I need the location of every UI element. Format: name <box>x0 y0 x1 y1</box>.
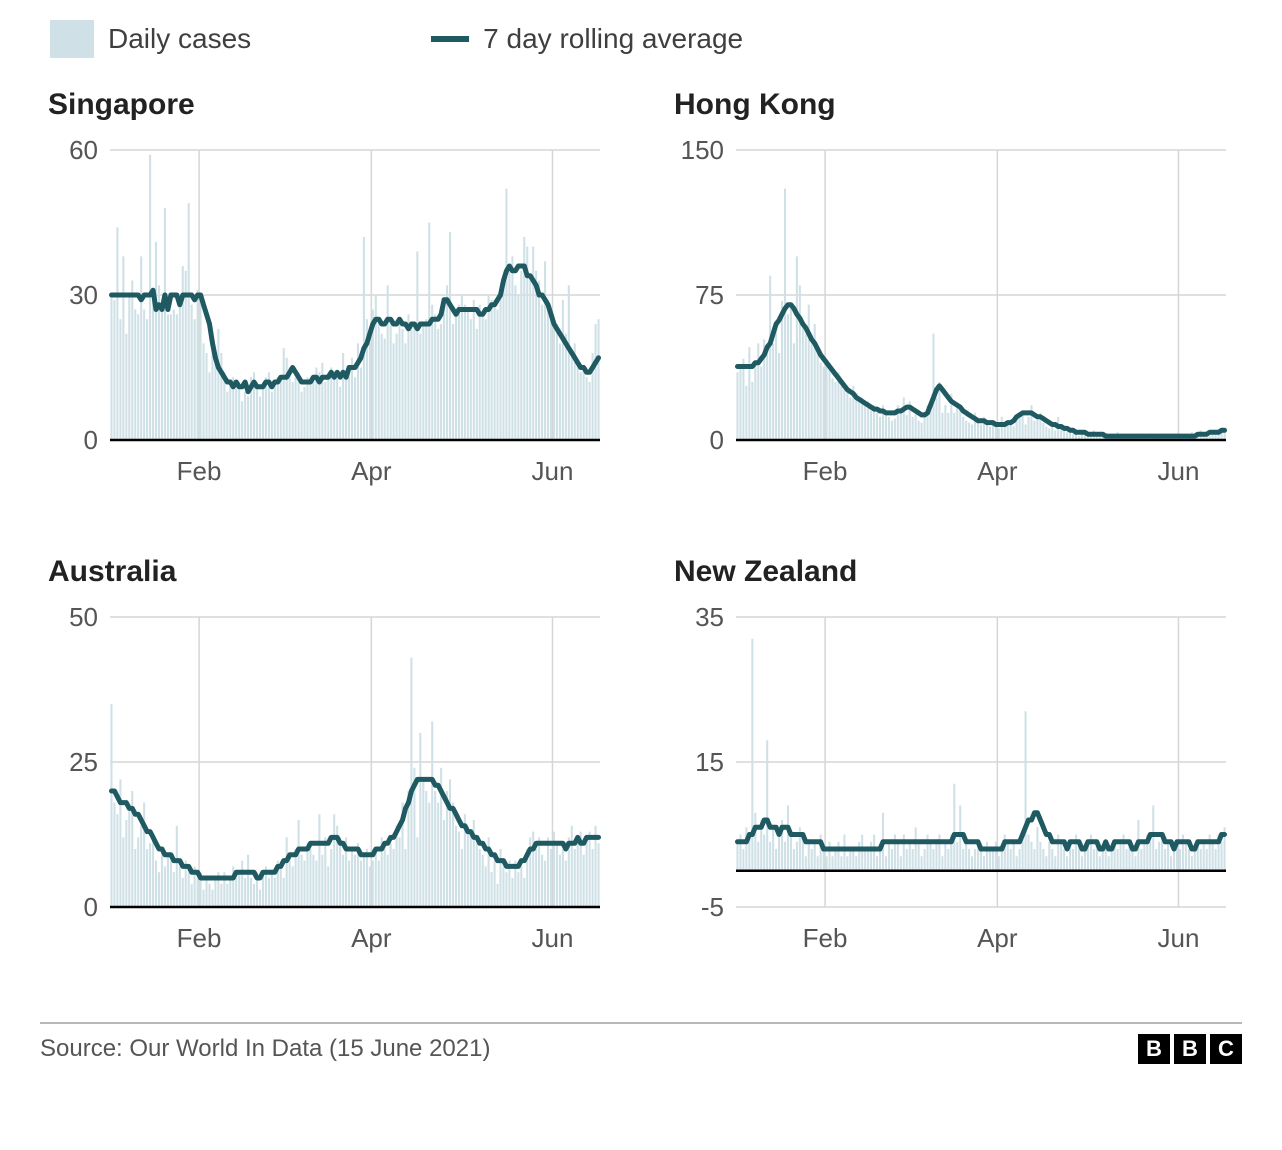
panel-title: Singapore <box>40 88 616 122</box>
svg-text:Feb: Feb <box>803 923 848 953</box>
svg-text:Feb: Feb <box>177 456 222 486</box>
chart-panel: Singapore 0 30 60 Feb Apr Jun <box>40 88 616 515</box>
svg-text:Apr: Apr <box>351 456 392 486</box>
chart-panel: New Zealand -5 15 35 Feb Apr Jun <box>666 555 1242 982</box>
svg-text:0: 0 <box>84 892 98 922</box>
bbc-logo-icon: B B C <box>1138 1034 1242 1064</box>
panel-title: Australia <box>40 555 616 589</box>
svg-text:25: 25 <box>69 747 98 777</box>
logo-letter: B <box>1174 1034 1206 1064</box>
panel-title: Hong Kong <box>666 88 1242 122</box>
footer: Source: Our World In Data (15 June 2021)… <box>40 1022 1242 1082</box>
panel-title: New Zealand <box>666 555 1242 589</box>
legend-item-line: 7 day rolling average <box>431 20 743 58</box>
logo-letter: C <box>1210 1034 1242 1064</box>
legend-label: Daily cases <box>108 23 251 55</box>
svg-text:75: 75 <box>695 280 724 310</box>
daily-cases-swatch-icon <box>50 20 94 58</box>
logo-letter: B <box>1138 1034 1170 1064</box>
charts-grid: Singapore03060FebAprJunHong Kong075150Fe… <box>40 88 1242 982</box>
legend-label: 7 day rolling average <box>483 23 743 55</box>
svg-text:Jun: Jun <box>1158 456 1200 486</box>
chart-panel: Australia 0 25 50 Feb Apr Jun <box>40 555 616 982</box>
source-text: Source: Our World In Data (15 June 2021) <box>40 1035 490 1063</box>
rolling-average-swatch-icon <box>431 36 469 42</box>
svg-text:Apr: Apr <box>977 923 1018 953</box>
chart-svg: 0 75 150 Feb Apr Jun <box>666 130 1236 510</box>
chart-container: Daily cases 7 day rolling average Singap… <box>0 0 1282 1082</box>
svg-text:-5: -5 <box>701 892 724 922</box>
svg-text:60: 60 <box>69 135 98 165</box>
svg-text:0: 0 <box>84 425 98 455</box>
svg-text:0: 0 <box>710 425 724 455</box>
svg-text:35: 35 <box>695 602 724 632</box>
svg-text:Apr: Apr <box>977 456 1018 486</box>
svg-text:15: 15 <box>695 747 724 777</box>
chart-svg: -5 15 35 Feb Apr Jun <box>666 597 1236 977</box>
chart-svg: 0 30 60 Feb Apr Jun <box>40 130 610 510</box>
svg-text:Jun: Jun <box>532 456 574 486</box>
svg-text:Jun: Jun <box>532 923 574 953</box>
legend: Daily cases 7 day rolling average <box>40 20 1242 58</box>
svg-text:30: 30 <box>69 280 98 310</box>
chart-panel: Hong Kong 0 75 150 Feb Apr Jun <box>666 88 1242 515</box>
svg-text:Jun: Jun <box>1158 923 1200 953</box>
svg-text:50: 50 <box>69 602 98 632</box>
svg-text:Feb: Feb <box>177 923 222 953</box>
legend-item-bars: Daily cases <box>50 20 251 58</box>
svg-text:Apr: Apr <box>351 923 392 953</box>
chart-svg: 0 25 50 Feb Apr Jun <box>40 597 610 977</box>
svg-text:150: 150 <box>681 135 724 165</box>
svg-text:Feb: Feb <box>803 456 848 486</box>
